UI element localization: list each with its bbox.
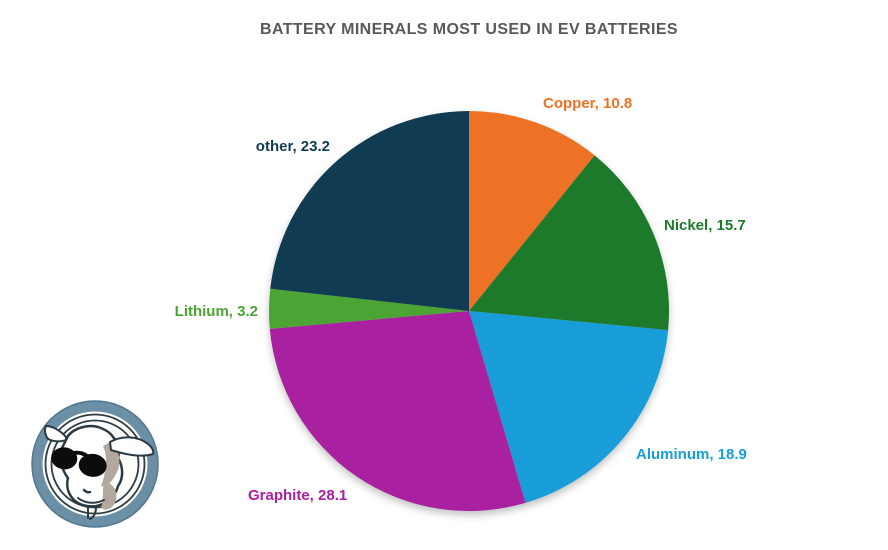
cow-mouth: [77, 497, 105, 504]
cow-chin-lines: [87, 505, 97, 520]
pie-label-graphite: Graphite, 28.1: [248, 487, 347, 504]
cow-face-patch: [101, 442, 120, 487]
pie-label-other: other, 23.2: [256, 138, 330, 155]
pie-label-aluminum: Aluminum, 18.9: [636, 446, 747, 463]
pie-slice-aluminum: [469, 311, 669, 503]
pie-slice-nickel: [469, 155, 669, 331]
pie-label-lithium: Lithium, 3.2: [175, 303, 258, 320]
pie-label-nickel: Nickel, 15.7: [664, 217, 746, 234]
pie-slice-graphite: [269, 311, 526, 512]
cow-nostril: [82, 488, 92, 494]
left-horn: [43, 425, 67, 443]
pie-slice-lithium: [269, 288, 469, 329]
chart-title: BATTERY MINERALS MOST USED IN EV BATTERI…: [259, 21, 678, 38]
pie-slice-copper: [469, 111, 595, 311]
sunglasses-icon: [51, 447, 107, 477]
right-horn: [109, 436, 155, 457]
pie-slice-other: [270, 111, 469, 311]
pie-label-copper: Copper, 10.8: [543, 95, 632, 112]
cow-logo: [31, 400, 159, 528]
pie-labels-group: Copper, 10.8 Nickel, 15.7 Aluminum, 18.9 Gr…: [175, 95, 747, 504]
pie-slices-group: [269, 111, 669, 512]
cow-neck-patch: [101, 482, 117, 510]
